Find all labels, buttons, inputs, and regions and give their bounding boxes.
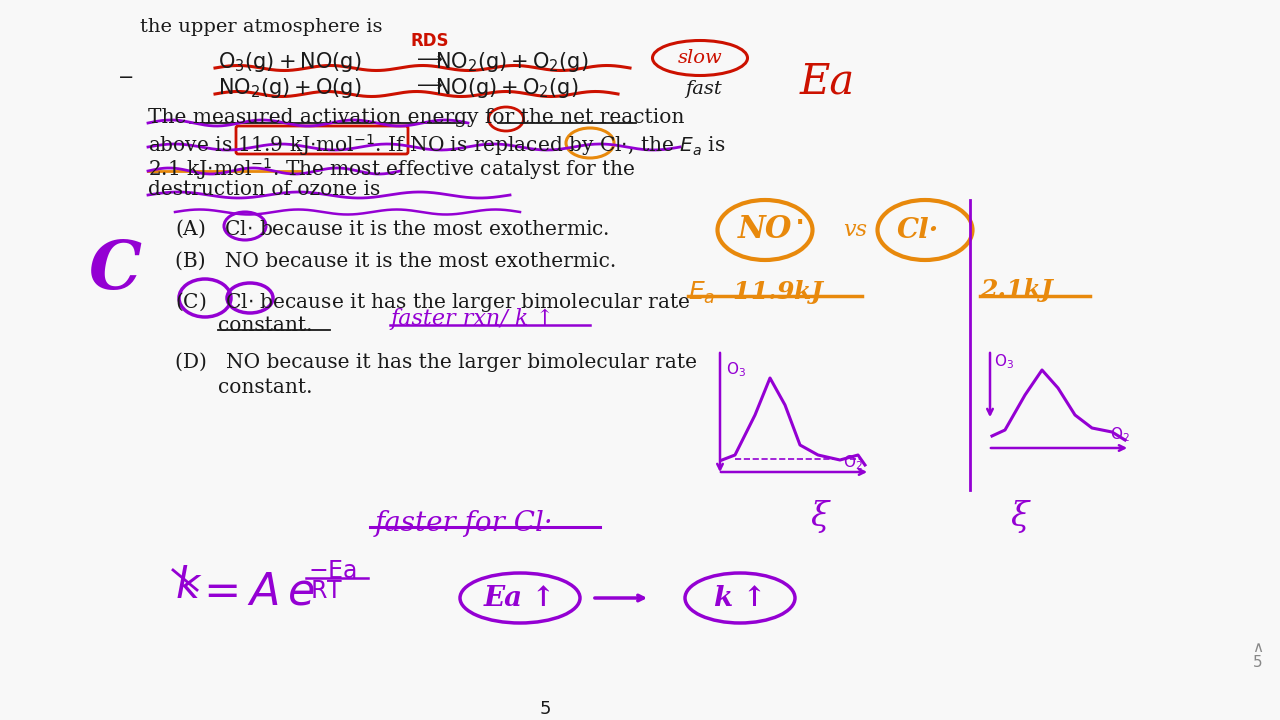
Text: fast: fast: [685, 80, 722, 98]
Text: 2.1kJ: 2.1kJ: [980, 278, 1052, 302]
Text: 2.1 kJ$\cdot$mol$^{-1}$. The most effective catalyst for the: 2.1 kJ$\cdot$mol$^{-1}$. The most effect…: [148, 156, 635, 182]
Text: $\mathrm{NO_2(g) + O(g)}$: $\mathrm{NO_2(g) + O(g)}$: [218, 76, 361, 100]
Text: $= A\,e$: $= A\,e$: [195, 570, 315, 613]
Text: $\longrightarrow$: $\longrightarrow$: [413, 50, 443, 68]
Text: −: −: [118, 68, 134, 87]
Text: above is 11.9 kJ$\cdot$mol$^{-1}$. If NO is replaced by Cl$\cdot$, the $E_a$ is: above is 11.9 kJ$\cdot$mol$^{-1}$. If NO…: [148, 132, 726, 158]
Text: ∧: ∧: [1252, 640, 1263, 655]
Text: $\mathrm{O_2}$: $\mathrm{O_2}$: [1110, 425, 1130, 444]
Text: $-\mathrm{Ea}$: $-\mathrm{Ea}$: [308, 560, 357, 583]
Text: $E_a$  11.9kJ: $E_a$ 11.9kJ: [689, 278, 826, 306]
Text: constant.: constant.: [218, 316, 312, 335]
Text: (C)   Cl$\cdot$ because it has the larger bimolecular rate: (C) Cl$\cdot$ because it has the larger …: [175, 290, 690, 314]
Text: The measured activation energy for the net reaction: The measured activation energy for the n…: [148, 108, 685, 127]
Text: $\mathrm{O_3}$: $\mathrm{O_3}$: [726, 360, 746, 379]
Text: $\longrightarrow$: $\longrightarrow$: [413, 76, 443, 94]
Text: destruction of ozone is: destruction of ozone is: [148, 180, 380, 199]
Text: constant.: constant.: [218, 378, 312, 397]
Text: (A)   Cl$\cdot$ because it is the most exothermic.: (A) Cl$\cdot$ because it is the most exo…: [175, 218, 609, 240]
Text: $\mathrm{RT}$: $\mathrm{RT}$: [310, 580, 343, 603]
Text: ξ: ξ: [1010, 500, 1028, 533]
Text: Ea: Ea: [800, 60, 855, 102]
Text: vs: vs: [844, 219, 867, 241]
Text: slow: slow: [677, 49, 722, 67]
Text: Ea ↑: Ea ↑: [484, 585, 556, 611]
Text: Cl·: Cl·: [897, 217, 940, 243]
Text: (D)   NO because it has the larger bimolecular rate: (D) NO because it has the larger bimolec…: [175, 352, 698, 372]
Text: faster for Cl·: faster for Cl·: [375, 510, 554, 537]
Text: k ↑: k ↑: [714, 585, 765, 611]
Text: NO: NO: [737, 215, 792, 246]
Text: the upper atmosphere is: the upper atmosphere is: [140, 18, 383, 36]
Text: $\mathrm{NO_2(g) + O_2(g)}$: $\mathrm{NO_2(g) + O_2(g)}$: [435, 50, 589, 74]
Text: $k$: $k$: [175, 565, 202, 607]
Text: C: C: [88, 238, 141, 303]
Text: $\mathrm{O_2}$: $\mathrm{O_2}$: [844, 453, 863, 472]
Text: (B)   NO because it is the most exothermic.: (B) NO because it is the most exothermic…: [175, 252, 616, 271]
Text: $\mathrm{O_3(g) + NO(g)}$: $\mathrm{O_3(g) + NO(g)}$: [218, 50, 361, 74]
Text: 5: 5: [540, 700, 552, 718]
Text: $\mathrm{NO(g) + O_2(g)}$: $\mathrm{NO(g) + O_2(g)}$: [435, 76, 579, 100]
Text: RDS: RDS: [410, 32, 448, 50]
Text: ξ: ξ: [810, 500, 828, 533]
Text: ·: ·: [794, 205, 806, 243]
Text: faster rxn/ k ↑: faster rxn/ k ↑: [390, 308, 554, 330]
Text: $\mathrm{O_3}$: $\mathrm{O_3}$: [995, 352, 1014, 371]
Text: 5: 5: [1253, 655, 1263, 670]
